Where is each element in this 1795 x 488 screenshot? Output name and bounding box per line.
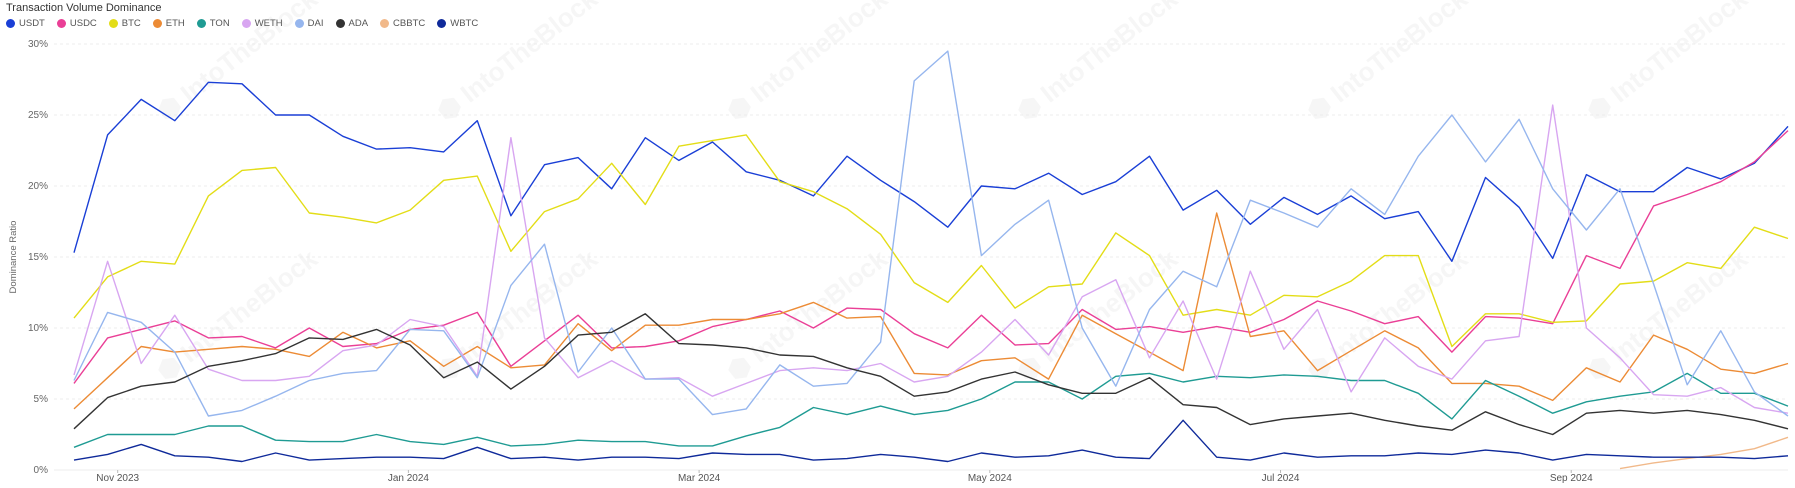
y-axis-label: Dominance Ratio — [8, 221, 19, 294]
legend-item-wbtc[interactable]: WBTC — [437, 18, 478, 29]
legend-label: WETH — [254, 18, 283, 29]
legend-swatch-icon — [241, 19, 251, 28]
legend-swatch-icon — [108, 19, 118, 28]
legend-swatch-icon — [152, 19, 162, 28]
legend-swatch-icon — [196, 19, 206, 28]
y-tick-label: 5% — [34, 394, 49, 405]
legend-item-eth[interactable]: ETH — [152, 18, 185, 29]
series-line-ton — [73, 372, 1789, 448]
series-line-ada — [73, 313, 1789, 436]
series-line-eth — [73, 212, 1789, 410]
chart-legend: USDT USDC BTC ETH TON WETH DAI ADA CBBTC WBTC — [6, 18, 490, 29]
x-tick-label: Jan 2024 — [388, 473, 430, 484]
legend-swatch-icon — [335, 19, 345, 28]
legend-label: ADA — [348, 18, 369, 29]
series-line-cbbtc — [1619, 436, 1789, 470]
series-line-usdc — [73, 130, 1789, 384]
legend-item-usdc[interactable]: USDC — [56, 18, 97, 29]
y-tick-label: 0% — [34, 465, 49, 476]
y-tick-label: 10% — [28, 323, 48, 334]
legend-label: WBTC — [450, 18, 479, 29]
legend-label: BTC — [121, 18, 141, 29]
y-tick-label: 25% — [28, 110, 48, 121]
y-tick-label: 30% — [28, 39, 48, 50]
x-tick-label: Mar 2024 — [678, 473, 721, 484]
legend-label: ETH — [165, 18, 185, 29]
legend-item-usdt[interactable]: USDT — [6, 18, 45, 29]
legend-item-ada[interactable]: ADA — [335, 18, 369, 29]
legend-label: TON — [209, 18, 230, 29]
chart-title: Transaction Volume Dominance — [6, 2, 162, 14]
legend-label: USDT — [19, 18, 45, 29]
series-line-usdt — [73, 81, 1789, 262]
legend-swatch-icon — [6, 19, 15, 28]
legend-item-cbbtc[interactable]: CBBTC — [380, 18, 425, 29]
series-line-dai — [73, 50, 1789, 417]
legend-label: USDC — [69, 18, 97, 29]
legend-item-btc[interactable]: BTC — [108, 18, 141, 29]
x-tick-label: May 2024 — [968, 473, 1012, 484]
legend-item-ton[interactable]: TON — [196, 18, 230, 29]
legend-label: CBBTC — [393, 18, 426, 29]
x-tick-label: Jul 2024 — [1262, 473, 1300, 484]
legend-item-weth[interactable]: WETH — [241, 18, 283, 29]
legend-swatch-icon — [437, 19, 447, 28]
y-tick-label: 20% — [28, 181, 48, 192]
series-line-weth — [73, 104, 1789, 414]
legend-swatch-icon — [294, 19, 304, 28]
legend-item-dai[interactable]: DAI — [294, 18, 324, 29]
legend-label: DAI — [307, 18, 324, 29]
legend-swatch-icon — [380, 19, 390, 28]
y-tick-label: 15% — [28, 252, 48, 263]
x-tick-label: Sep 2024 — [1550, 473, 1593, 484]
legend-swatch-icon — [56, 19, 66, 28]
series-line-btc — [73, 134, 1789, 348]
x-tick-label: Nov 2023 — [96, 473, 139, 484]
series-line-wbtc — [73, 419, 1789, 463]
